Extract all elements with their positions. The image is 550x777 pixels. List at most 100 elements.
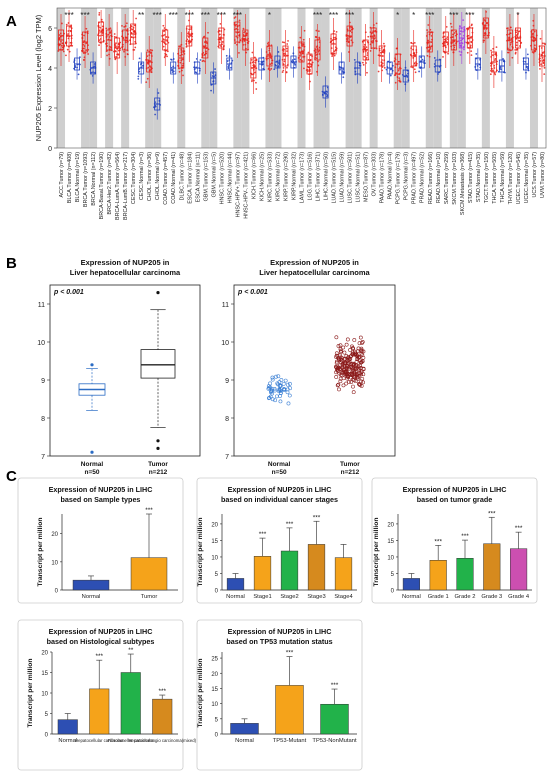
data-point	[235, 35, 238, 38]
bar	[275, 685, 304, 735]
data-point	[339, 68, 341, 71]
data-point	[366, 71, 368, 74]
y-tick-label: 7	[225, 454, 229, 461]
data-point	[462, 30, 465, 33]
data-point	[539, 59, 542, 62]
y-tick-label: 10	[221, 340, 229, 347]
data-point	[202, 36, 205, 39]
x-tick-label: Tumor	[141, 594, 158, 600]
data-point	[101, 28, 104, 31]
group-n-label: n=212	[341, 469, 360, 476]
data-point	[277, 51, 280, 53]
data-point	[430, 34, 433, 37]
data-point	[353, 372, 358, 376]
y-tick-label: 20	[211, 672, 218, 678]
data-point	[149, 69, 151, 72]
data-point	[469, 44, 472, 47]
shaded-column	[425, 8, 434, 148]
x-tick-label: BLCA.Tumor (n=408)	[67, 152, 73, 203]
outlier-point	[90, 363, 94, 367]
shaded-column	[57, 8, 66, 148]
data-point	[374, 29, 377, 32]
significance-label: ***	[434, 538, 442, 545]
x-tick-label: LUAD.Normal (n=59)	[340, 152, 346, 203]
data-point	[146, 49, 149, 52]
y-tick-label: 10	[51, 560, 58, 566]
data-point	[514, 52, 517, 55]
data-point	[492, 47, 495, 50]
data-point	[350, 350, 355, 355]
data-point	[267, 68, 270, 70]
bar	[402, 578, 420, 591]
data-point	[453, 44, 456, 47]
bar	[307, 544, 326, 591]
data-point	[132, 36, 135, 39]
data-point	[106, 54, 108, 57]
significance-label: ***	[64, 11, 73, 20]
data-point	[394, 81, 397, 84]
data-point	[543, 66, 546, 69]
data-point	[337, 358, 342, 363]
data-point	[293, 58, 296, 61]
data-point	[317, 50, 320, 53]
data-point	[463, 25, 466, 28]
x-tick-label: Normal	[226, 594, 245, 600]
data-point	[272, 387, 277, 391]
data-point	[334, 365, 338, 369]
data-point	[369, 50, 372, 52]
shaded-column	[201, 8, 210, 148]
data-point	[242, 27, 245, 30]
data-point	[351, 390, 356, 395]
y-tick-label: 4	[48, 66, 52, 73]
x-tick-label: COAD.Tumor (n=457)	[163, 152, 169, 205]
x-tick-label: GBM.Normal (n=5)	[211, 152, 217, 198]
data-point	[114, 45, 117, 48]
significance-label: ***	[169, 11, 178, 20]
x-tick-label: HNSC-HPV-.Tumor (n=421)	[243, 152, 249, 219]
x-tick-label: LGG.Tumor (n=516)	[308, 152, 314, 201]
data-point	[105, 27, 108, 30]
data-point	[427, 39, 430, 42]
data-point	[315, 29, 318, 32]
data-point	[238, 51, 240, 54]
data-point	[358, 349, 363, 354]
data-point	[238, 19, 241, 22]
data-point	[278, 62, 280, 65]
bar	[483, 543, 501, 591]
data-point	[539, 37, 542, 40]
significance-label: ***	[449, 11, 458, 20]
plot-frame	[49, 284, 201, 457]
data-point	[149, 60, 151, 62]
data-point	[255, 88, 258, 90]
data-point	[283, 52, 285, 55]
data-point	[98, 11, 101, 14]
data-point	[518, 30, 521, 33]
data-point	[339, 355, 344, 360]
x-tick-label: HNSC.Normal (n=44)	[227, 152, 233, 204]
data-point	[361, 372, 366, 377]
data-point	[202, 59, 205, 62]
data-point	[282, 387, 287, 392]
data-point	[288, 386, 292, 391]
data-point	[266, 386, 271, 391]
data-point	[534, 50, 537, 53]
data-point	[509, 26, 512, 29]
bar	[152, 698, 173, 735]
data-point	[278, 399, 283, 404]
data-point	[347, 380, 351, 384]
y-tick-label: 11	[222, 302, 229, 309]
data-point	[270, 397, 275, 402]
data-point	[393, 74, 396, 77]
bar	[253, 556, 272, 591]
bar	[334, 557, 353, 591]
data-point	[342, 350, 347, 355]
data-point	[515, 34, 518, 37]
data-point	[506, 51, 509, 54]
data-point	[433, 57, 436, 59]
data-point	[98, 29, 101, 32]
data-point	[181, 64, 184, 67]
shaded-column	[481, 8, 490, 148]
data-point	[178, 70, 181, 73]
data-point	[334, 375, 339, 379]
